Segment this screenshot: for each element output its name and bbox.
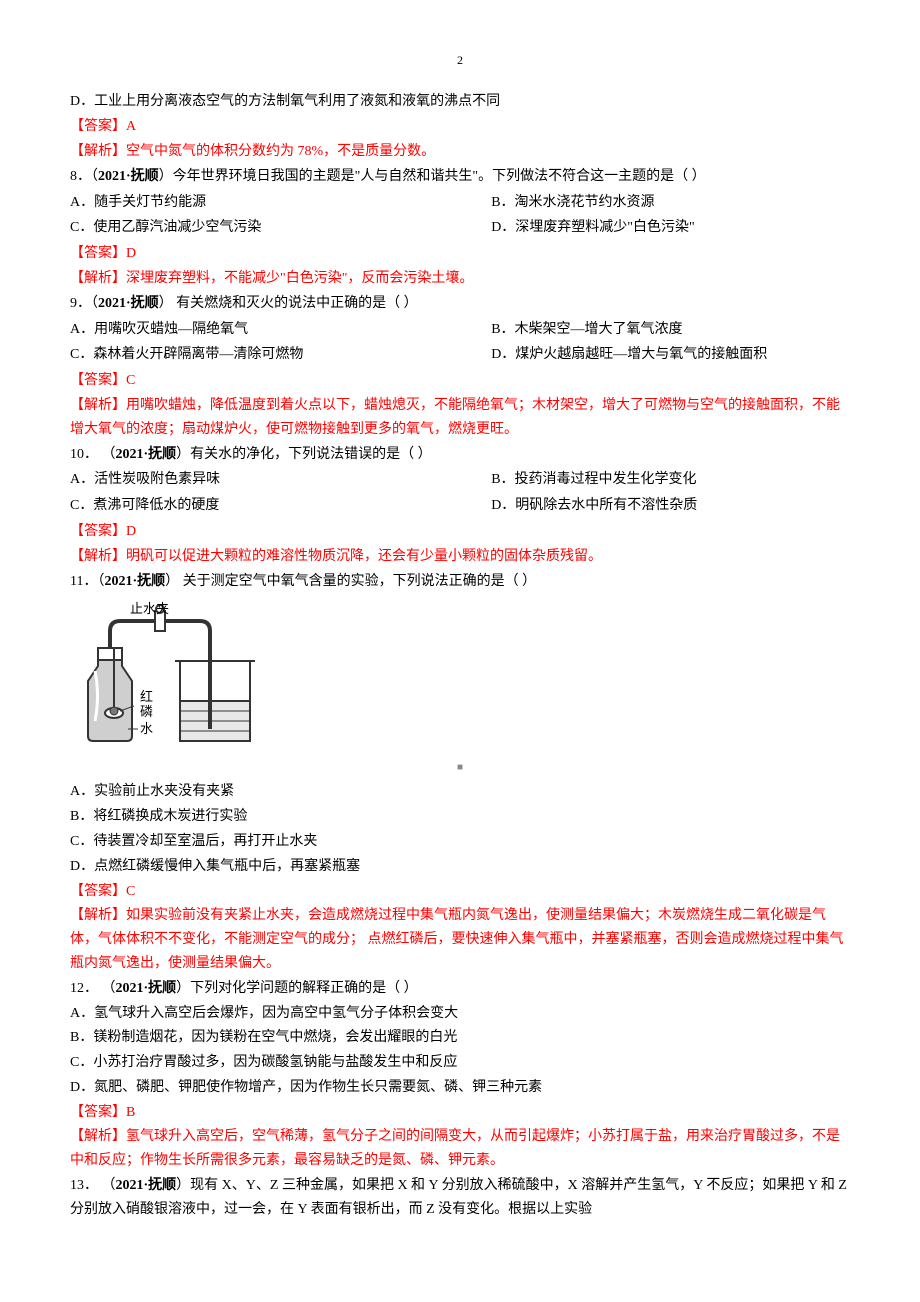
q-text: ） 关于测定空气中氧气含量的实验，下列说法正确的是（ ） xyxy=(165,574,536,589)
q10-option-b: B．投药消毒过程中发生化学变化 xyxy=(491,468,850,492)
q7-explanation: 【解析】空气中氮气的体积分数约为 78%，不是质量分数。 xyxy=(70,140,850,164)
q8-option-c: C．使用乙醇汽油减少空气污染 xyxy=(70,216,491,240)
q-text: ）下列对化学问题的解释正确的是（ ） xyxy=(176,981,418,996)
q10-stem: 10． （2021·抚顺）有关水的净化，下列说法错误的是（ ） xyxy=(70,443,850,467)
explanation-text: 明矾可以促进大颗粒的难溶性物质沉降，还会有少量小颗粒的固体杂质残留。 xyxy=(126,549,602,564)
q10-explanation: 【解析】明矾可以促进大颗粒的难溶性物质沉降，还会有少量小颗粒的固体杂质残留。 xyxy=(70,545,850,569)
explanation-label: 【解析】 xyxy=(70,144,126,159)
q10-answer: 【答案】D xyxy=(70,520,850,544)
q-source: 2021·抚顺 xyxy=(116,447,177,462)
q-source: 2021·抚顺 xyxy=(116,1178,177,1193)
page-number: 2 xyxy=(70,50,850,70)
q-number: 12． （ xyxy=(70,981,116,996)
answer-value: C xyxy=(126,373,135,388)
answer-label: 【答案】 xyxy=(70,246,126,261)
svg-text:止水夹: 止水夹 xyxy=(130,601,169,616)
answer-label: 【答案】 xyxy=(70,1105,126,1120)
q12-option-d: D．氮肥、磷肥、钾肥使作物增产，因为作物生长只需要氮、磷、钾三种元素 xyxy=(70,1076,850,1100)
answer-value: D xyxy=(126,246,136,261)
q10-option-d: D．明矾除去水中所有不溶性杂质 xyxy=(491,494,850,518)
q12-answer: 【答案】B xyxy=(70,1101,850,1125)
q12-stem: 12． （2021·抚顺）下列对化学问题的解释正确的是（ ） xyxy=(70,977,850,1001)
q-number: 8．（ xyxy=(70,169,98,184)
q11-option-a: A．实验前止水夹没有夹紧 xyxy=(70,780,850,804)
explanation-label: 【解析】 xyxy=(70,1129,126,1144)
q11-figure: 止水夹 红 磷 水 xyxy=(70,601,850,751)
q8-option-b: B．淘米水浇花节约水资源 xyxy=(491,191,850,215)
q11-explanation: 【解析】如果实验前没有夹紧止水夹，会造成燃烧过程中集气瓶内氮气逸出，使测量结果偏… xyxy=(70,904,850,975)
answer-value: C xyxy=(126,884,135,899)
explanation-text: 用嘴吹蜡烛，降低温度到着火点以下，蜡烛熄灭，不能隔绝氧气；木材架空，增大了可燃物… xyxy=(70,398,840,437)
explanation-text: 深埋废弃塑料，不能减少"白色污染"，反而会污染土壤。 xyxy=(126,271,473,286)
q12-explanation: 【解析】氢气球升入高空后，空气稀薄，氢气分子之间的间隔变大，从而引起爆炸；小苏打… xyxy=(70,1125,850,1173)
q11-stem: 11．（2021·抚顺） 关于测定空气中氧气含量的实验，下列说法正确的是（ ） xyxy=(70,570,850,594)
q12-option-a: A．氢气球升入高空后会爆炸，因为高空中氢气分子体积会变大 xyxy=(70,1002,850,1026)
answer-label: 【答案】 xyxy=(70,119,126,134)
explanation-label: 【解析】 xyxy=(70,398,126,413)
q9-answer: 【答案】C xyxy=(70,369,850,393)
q8-option-d: D．深埋废弃塑料减少"白色污染" xyxy=(491,216,850,240)
q-source: 2021·抚顺 xyxy=(104,574,165,589)
center-marker-icon: ■ xyxy=(70,759,850,776)
q9-option-b: B．木柴架空—增大了氧气浓度 xyxy=(491,318,850,342)
answer-label: 【答案】 xyxy=(70,373,126,388)
answer-value: A xyxy=(126,119,136,134)
q13-stem: 13． （2021·抚顺）现有 X、Y、Z 三种金属，如果把 X 和 Y 分别放… xyxy=(70,1174,850,1222)
q-source: 2021·抚顺 xyxy=(98,296,159,311)
explanation-text: 空气中氮气的体积分数约为 78%，不是质量分数。 xyxy=(126,144,435,159)
q-number: 9．（ xyxy=(70,296,98,311)
answer-label: 【答案】 xyxy=(70,884,126,899)
q9-option-d: D．煤炉火越扇越旺—增大与氧气的接触面积 xyxy=(491,343,850,367)
q8-option-a: A．随手关灯节约能源 xyxy=(70,191,491,215)
explanation-text: 氢气球升入高空后，空气稀薄，氢气分子之间的间隔变大，从而引起爆炸；小苏打属于盐，… xyxy=(70,1129,840,1168)
q-text: ） 有关燃烧和灭火的说法中正确的是（ ） xyxy=(159,296,418,311)
q8-explanation: 【解析】深埋废弃塑料，不能减少"白色污染"，反而会污染土壤。 xyxy=(70,267,850,291)
svg-text:磷: 磷 xyxy=(140,704,153,719)
q8-answer: 【答案】D xyxy=(70,242,850,266)
q8-stem: 8．（2021·抚顺）今年世界环境日我国的主题是"人与自然和谐共生"。下列做法不… xyxy=(70,165,850,189)
q-text: ）今年世界环境日我国的主题是"人与自然和谐共生"。下列做法不符合这一主题的是（ … xyxy=(159,169,706,184)
explanation-label: 【解析】 xyxy=(70,271,126,286)
q-number: 11．（ xyxy=(70,574,104,589)
q7-answer: 【答案】A xyxy=(70,115,850,139)
explanation-label: 【解析】 xyxy=(70,908,126,923)
q10-option-a: A．活性炭吸附色素异味 xyxy=(70,468,491,492)
q11-option-d: D．点燃红磷缓慢伸入集气瓶中后，再塞紧瓶塞 xyxy=(70,855,850,879)
q11-answer: 【答案】C xyxy=(70,880,850,904)
q-number: 10． （ xyxy=(70,447,116,462)
q-source: 2021·抚顺 xyxy=(98,169,159,184)
answer-label: 【答案】 xyxy=(70,524,126,539)
explanation-text: 如果实验前没有夹紧止水夹，会造成燃烧过程中集气瓶内氮气逸出，使测量结果偏大；木炭… xyxy=(70,908,844,971)
answer-value: B xyxy=(126,1105,135,1120)
q11-option-c: C．待装置冷却至室温后，再打开止水夹 xyxy=(70,830,850,854)
q12-option-c: C．小苏打治疗胃酸过多，因为碳酸氢钠能与盐酸发生中和反应 xyxy=(70,1051,850,1075)
q9-option-c: C．森林着火开辟隔离带—清除可燃物 xyxy=(70,343,491,367)
q11-option-b: B．将红磷换成木炭进行实验 xyxy=(70,805,850,829)
q-text: ）有关水的净化，下列说法错误的是（ ） xyxy=(176,447,432,462)
explanation-label: 【解析】 xyxy=(70,549,126,564)
q9-option-a: A．用嘴吹灭蜡烛—隔绝氧气 xyxy=(70,318,491,342)
q9-explanation: 【解析】用嘴吹蜡烛，降低温度到着火点以下，蜡烛熄灭，不能隔绝氧气；木材架空，增大… xyxy=(70,394,850,442)
q12-option-b: B．镁粉制造烟花，因为镁粉在空气中燃烧，会发出耀眼的白光 xyxy=(70,1026,850,1050)
svg-text:水: 水 xyxy=(140,721,153,736)
q-number: 13． （ xyxy=(70,1178,116,1193)
answer-value: D xyxy=(126,524,136,539)
q-text: ）现有 X、Y、Z 三种金属，如果把 X 和 Y 分别放入稀硫酸中，X 溶解并产… xyxy=(70,1178,847,1217)
q-source: 2021·抚顺 xyxy=(116,981,177,996)
svg-text:红: 红 xyxy=(140,689,153,704)
q10-option-c: C．煮沸可降低水的硬度 xyxy=(70,494,491,518)
q9-stem: 9．（2021·抚顺） 有关燃烧和灭火的说法中正确的是（ ） xyxy=(70,292,850,316)
q7-option-d: D．工业上用分离液态空气的方法制氧气利用了液氮和液氧的沸点不同 xyxy=(70,90,850,114)
